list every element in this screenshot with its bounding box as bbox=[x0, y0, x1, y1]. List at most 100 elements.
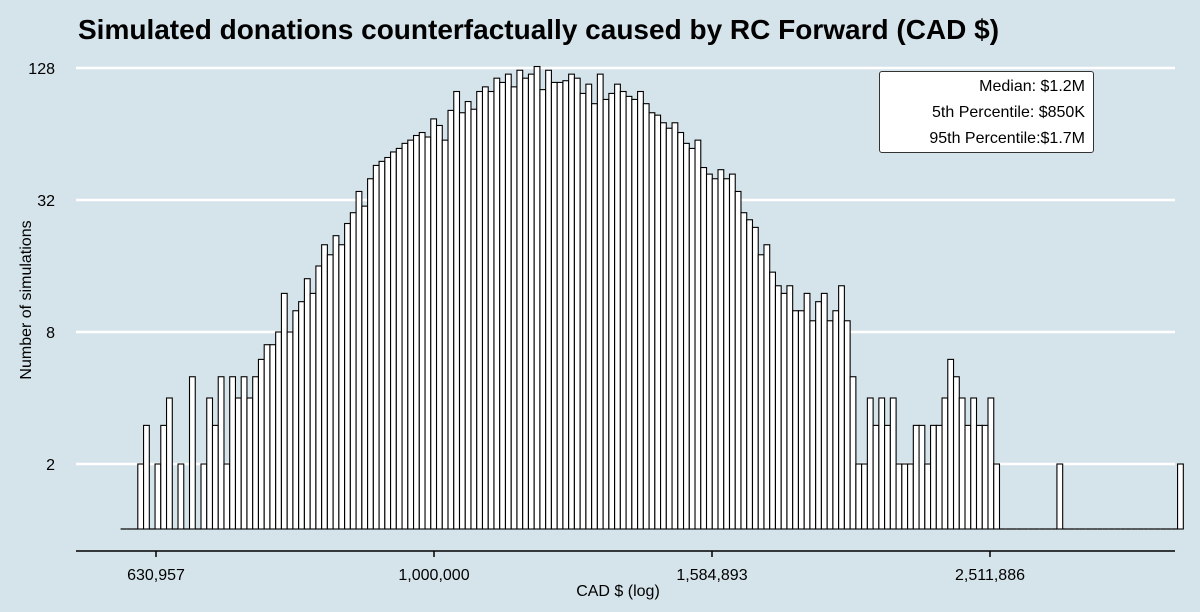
histogram-bar bbox=[688, 147, 696, 530]
x-tick-label: 630,957 bbox=[127, 567, 185, 584]
stats-annotation-box: Median: $1.2M 5th Percentile: $850K 95th… bbox=[879, 71, 1094, 153]
histogram-bar bbox=[993, 463, 1001, 530]
histogram-bar bbox=[504, 73, 512, 530]
histogram-bar bbox=[964, 424, 972, 530]
histogram-bar bbox=[154, 463, 162, 530]
histogram-bar bbox=[723, 178, 731, 530]
histogram-bar bbox=[539, 89, 547, 530]
histogram-bar bbox=[907, 463, 914, 530]
histogram-bar bbox=[315, 265, 323, 530]
histogram-bar bbox=[642, 103, 650, 530]
histogram-bar bbox=[866, 397, 874, 530]
histogram-bar bbox=[941, 397, 949, 530]
histogram-bar bbox=[384, 156, 392, 530]
histogram-bar bbox=[573, 77, 581, 530]
histogram-bar bbox=[395, 147, 403, 530]
chart-title: Simulated donations counterfactually cau… bbox=[78, 14, 1000, 45]
histogram-bar bbox=[447, 109, 455, 530]
p5-label: 5th Percentile: $850K bbox=[932, 104, 1085, 121]
x-axis-title: CAD $ (log) bbox=[576, 583, 660, 600]
histogram-bar bbox=[355, 190, 363, 530]
histogram-bar bbox=[453, 90, 461, 530]
histogram-bar bbox=[533, 65, 541, 530]
histogram-bar bbox=[774, 285, 782, 530]
histogram-bar bbox=[143, 424, 150, 530]
histogram-bar bbox=[257, 358, 265, 530]
histogram-bar bbox=[660, 122, 667, 530]
histogram-bar bbox=[545, 69, 552, 530]
histogram-bar bbox=[217, 376, 225, 530]
histogram-bar bbox=[1056, 463, 1064, 530]
histogram-bar bbox=[246, 397, 254, 530]
histogram-bar bbox=[298, 301, 305, 530]
histogram-bar bbox=[987, 397, 995, 530]
p95-label: 95th Percentile:$1.7M bbox=[929, 130, 1085, 147]
histogram-bar bbox=[884, 424, 891, 530]
histogram-bar bbox=[562, 80, 570, 530]
histogram-bar bbox=[234, 397, 242, 530]
histogram-bar bbox=[338, 244, 346, 530]
histogram-bar bbox=[826, 320, 834, 530]
histogram-bar bbox=[407, 139, 415, 530]
histogram-bar bbox=[275, 331, 282, 530]
histogram-bar bbox=[947, 358, 955, 530]
histogram-bar bbox=[499, 81, 507, 530]
y-axis-title: Number of simulations bbox=[18, 220, 35, 379]
histogram-bar bbox=[137, 463, 145, 530]
histogram-bar bbox=[694, 139, 702, 530]
histogram-bar bbox=[619, 90, 627, 530]
histogram-bar bbox=[872, 424, 880, 530]
histogram-bar bbox=[849, 376, 857, 530]
histogram-bar bbox=[648, 112, 656, 530]
y-axis-ticks: 2 8 32 128 bbox=[28, 61, 55, 474]
y-tick-label: 2 bbox=[46, 457, 55, 474]
histogram-bar bbox=[780, 292, 788, 530]
histogram-bar bbox=[901, 463, 909, 530]
histogram-bar bbox=[292, 310, 300, 530]
histogram-bar bbox=[177, 463, 185, 530]
histogram-bar bbox=[889, 397, 897, 530]
histogram-bar bbox=[229, 376, 237, 530]
histogram-bar bbox=[286, 331, 294, 530]
histogram-bar bbox=[711, 178, 719, 530]
histogram-bar bbox=[740, 212, 748, 530]
histogram-bar bbox=[751, 226, 759, 530]
histogram-bar bbox=[861, 463, 868, 530]
histogram-bar bbox=[349, 212, 357, 530]
histogram-bar bbox=[585, 83, 593, 530]
histogram-bar bbox=[654, 114, 662, 530]
histogram-bar bbox=[344, 222, 351, 530]
histogram-bar bbox=[367, 178, 374, 530]
median-label: Median: $1.2M bbox=[979, 78, 1085, 95]
histogram-bar bbox=[912, 424, 920, 530]
y-tick-label: 32 bbox=[37, 193, 55, 210]
histogram-bar bbox=[838, 285, 845, 530]
histogram-bar bbox=[550, 81, 558, 530]
histogram-bar bbox=[470, 108, 478, 530]
histogram-bar bbox=[975, 424, 983, 530]
histogram-bar bbox=[935, 424, 943, 530]
histogram-bar bbox=[924, 463, 932, 530]
histogram-bar bbox=[487, 90, 495, 530]
histogram-bar bbox=[769, 271, 777, 530]
histogram-bar bbox=[981, 424, 989, 530]
histogram-bar bbox=[522, 77, 529, 530]
x-tick-label: 1,584,893 bbox=[676, 567, 747, 584]
histogram-bar bbox=[435, 124, 443, 530]
histogram-bar bbox=[361, 205, 369, 530]
histogram-bar bbox=[614, 83, 621, 530]
histogram-bar bbox=[682, 142, 690, 530]
histogram-bar bbox=[705, 173, 713, 530]
histogram-bar bbox=[211, 424, 219, 530]
histogram-bar bbox=[728, 173, 736, 530]
y-tick-label: 8 bbox=[46, 325, 55, 342]
histogram-bar bbox=[430, 118, 438, 530]
histogram-bar bbox=[717, 169, 725, 530]
histogram-bar bbox=[763, 244, 771, 530]
histogram-bar bbox=[390, 151, 397, 530]
histogram-bar bbox=[746, 219, 754, 530]
histogram-bar bbox=[608, 92, 616, 530]
histogram-bar bbox=[958, 397, 966, 530]
histogram-bar bbox=[481, 86, 489, 530]
histogram-bar bbox=[188, 376, 196, 530]
